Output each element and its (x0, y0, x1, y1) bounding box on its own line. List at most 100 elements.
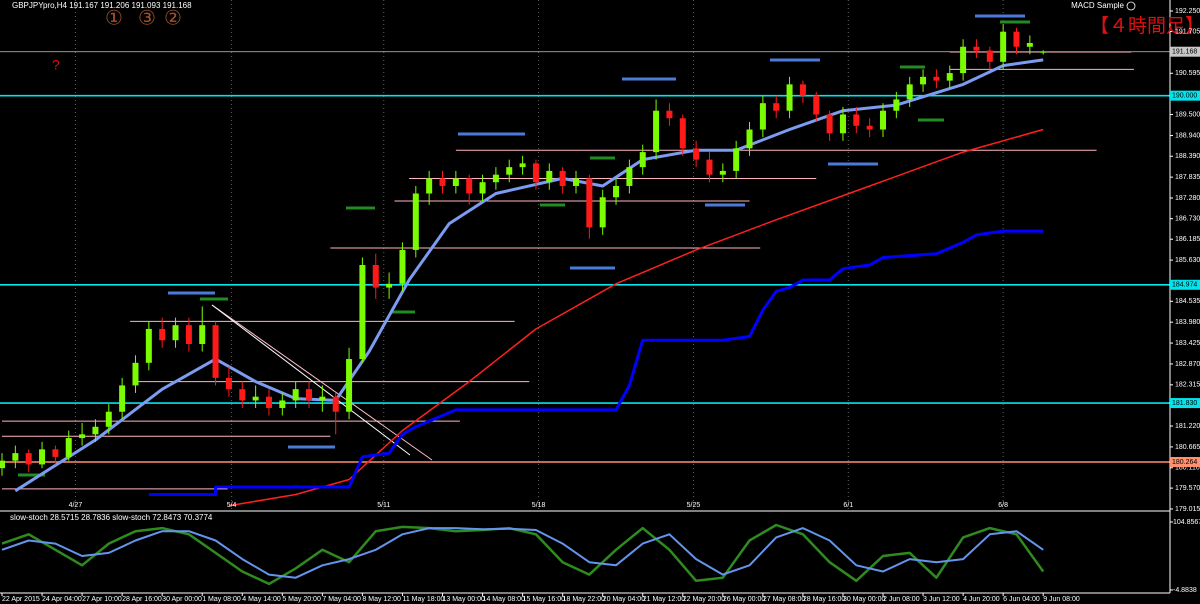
x-tick-label: 11 May 18:00 (402, 596, 444, 603)
candle-body (759, 103, 766, 130)
annotation: ① (105, 7, 123, 29)
indicator-line (14, 58, 1044, 493)
candle-body (653, 110, 660, 153)
candle-body (386, 283, 393, 288)
candle-body (826, 114, 833, 134)
indicator-name: MACD Sample (1071, 1, 1124, 10)
x-tick-label: 5 May 20:00 (282, 596, 321, 603)
x-tick-label: 27 May 08:00 (763, 596, 806, 603)
candle-body (452, 178, 459, 186)
candle-body (466, 178, 473, 194)
grid-layer (0, 0, 1173, 596)
level-box (1170, 279, 1200, 290)
candle-body (1040, 51, 1047, 53)
y-tick-label: 191.705 (1175, 28, 1200, 35)
candle-body (626, 167, 633, 186)
candle-body (212, 325, 219, 378)
indicator-line (148, 229, 1044, 496)
level-box (1170, 46, 1200, 57)
label-layer: ① ③ ②? 【４時間足】192.250 191.705 190.595 189.500 18… (2, 7, 1200, 603)
candle-body (199, 325, 206, 345)
week-label: 5/18 (532, 502, 546, 509)
indicator-line (228, 128, 1044, 507)
candle-body (292, 389, 299, 401)
y-tick-label: 180.665 (1175, 444, 1200, 451)
level-label: 181.830 (1172, 400, 1197, 407)
level-box (1170, 398, 1200, 409)
week-label: 4/27 (69, 502, 83, 509)
candle-body (813, 95, 820, 115)
candle-body (79, 434, 86, 439)
x-tick-label: 3 Jun 12:00 (923, 596, 960, 603)
x-tick-label: 27 Apr 10:00 (82, 596, 122, 603)
candle-body (412, 193, 419, 250)
level-box (1170, 90, 1200, 101)
y-tick-label: 184.535 (1175, 298, 1200, 305)
candle-body (572, 178, 579, 186)
candle-body (0, 460, 5, 469)
candle-body (132, 362, 139, 386)
y-tick-label: 187.280 (1175, 195, 1200, 202)
candle-body (839, 114, 846, 134)
candle-body (559, 170, 566, 186)
candle-body (225, 377, 232, 390)
y-tick-label: 185.630 (1175, 257, 1200, 264)
x-tick-label: 24 Apr 04:00 (42, 596, 82, 603)
candle-body (733, 148, 740, 171)
candle-body (65, 438, 72, 457)
level-label: 191.168 (1172, 49, 1197, 56)
candle-body (52, 449, 59, 457)
x-tick-label: 15 May 16:00 (523, 596, 566, 603)
y-tick-label: 182.315 (1175, 382, 1200, 389)
candle-body (933, 76, 940, 81)
y-tick-label: 181.220 (1175, 423, 1200, 430)
candle-body (25, 453, 32, 465)
candle-body (920, 76, 927, 85)
x-tick-label: 30 May 00:00 (843, 596, 886, 603)
annotation: ③ (138, 7, 156, 29)
candle-body (119, 385, 126, 412)
level-label: 184.974 (1172, 282, 1197, 289)
annotation: ? (52, 57, 60, 73)
candle-body (799, 84, 806, 96)
week-label: 6/1 (843, 502, 853, 509)
x-tick-label: 20 May 04:00 (603, 596, 646, 603)
trend-line (211, 304, 411, 456)
y-tick-label: 186.730 (1175, 216, 1200, 223)
y-tick-label: 188.940 (1175, 132, 1200, 139)
x-tick-label: 2 Jun 08:00 (883, 596, 920, 603)
candle-body (853, 114, 860, 126)
y-tick-label: 186.185 (1175, 236, 1200, 243)
x-tick-label: 9 Jun 08:00 (1043, 596, 1080, 603)
y-tick-label: 183.425 (1175, 340, 1200, 347)
level-box (1170, 457, 1200, 468)
expert-icon (1126, 1, 1136, 11)
candle-body (159, 328, 166, 341)
candle-body (532, 163, 539, 183)
trend-line (211, 304, 433, 461)
week-label: 6/8 (998, 502, 1008, 509)
candle-body (866, 125, 873, 130)
week-label: 5/25 (687, 502, 701, 509)
x-tick-label: 18 May 22:00 (563, 596, 606, 603)
candle-body (986, 50, 993, 62)
candle-body (239, 389, 246, 401)
x-tick-label: 22 May 20:00 (683, 596, 726, 603)
annotation: ② (164, 7, 182, 29)
candle-body (1000, 31, 1007, 62)
week-label: 5/4 (227, 502, 237, 509)
candle-body (519, 163, 526, 168)
candle-body (679, 118, 686, 149)
week-label: 5/11 (377, 502, 390, 509)
candle-body (359, 264, 366, 360)
candle-body (893, 99, 900, 111)
candle-body (613, 185, 620, 198)
candle-body (92, 426, 99, 435)
candle-body (906, 84, 913, 100)
candle-body (880, 110, 887, 130)
level-label: 190.000 (1172, 93, 1197, 100)
candle-body (492, 174, 499, 183)
candle-body (265, 396, 272, 408)
x-tick-label: 28 Apr 16:00 (122, 596, 162, 603)
symbol-header: GBPJPYpro,H4 191.167 191.206 191.093 191… (12, 1, 192, 10)
